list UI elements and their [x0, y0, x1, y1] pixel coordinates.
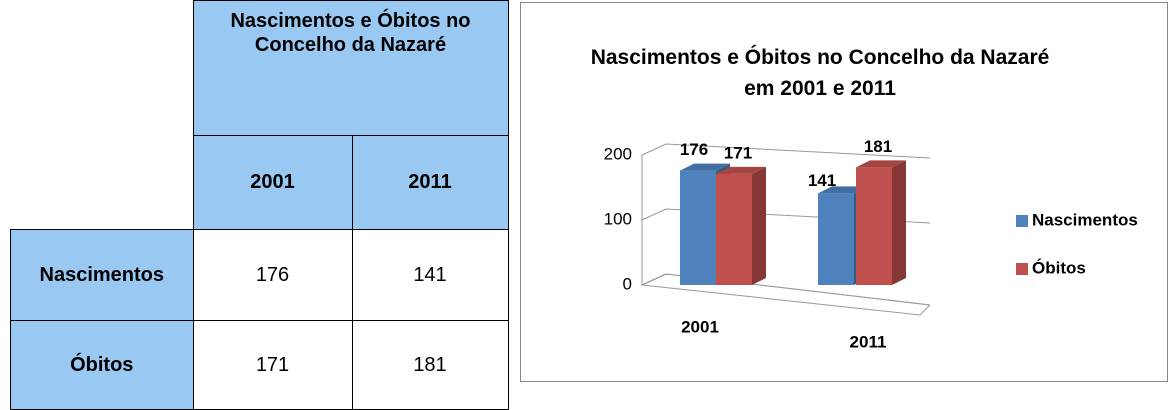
chart: 0 100 200 176 171 2001 141 181 2011 Nascimentos Ób… — [520, 2, 1168, 382]
data-label: 141 — [808, 171, 836, 190]
bar — [856, 167, 892, 285]
table-title: Nascimentos e Óbitos no Concelho da Naza… — [192, 0, 509, 136]
chart-title: Nascimentos e Óbitos no Concelho da Naza… — [590, 46, 1050, 100]
legend-label: Óbitos — [1032, 258, 1086, 277]
data-label: 171 — [724, 143, 752, 162]
data-label: 176 — [680, 140, 708, 159]
row-header: Óbitos — [10, 320, 194, 410]
cell: 176 — [192, 229, 353, 321]
bar — [680, 170, 716, 285]
bar-top — [716, 166, 766, 174]
grid-line — [641, 143, 931, 159]
column-header: 2001 — [192, 135, 353, 230]
column-header: 2011 — [351, 135, 509, 230]
legend-label: Nascimentos — [1032, 210, 1138, 229]
bar-top — [680, 163, 730, 171]
x-tick-label: 2011 — [850, 332, 887, 351]
data-label: 181 — [864, 137, 892, 156]
y-tick-label: 100 — [604, 209, 632, 228]
row-header: Nascimentos — [10, 229, 194, 321]
bar-top — [856, 160, 906, 168]
y-tick-label: 200 — [604, 144, 632, 163]
data-table: Nascimentos e Óbitos no Concelho da Naza… — [10, 0, 509, 410]
bar-side — [752, 166, 766, 285]
cell: 181 — [351, 320, 509, 410]
bar — [716, 173, 752, 285]
cell: 141 — [351, 229, 509, 321]
bar-side — [892, 160, 906, 285]
y-tick-label: 0 — [623, 274, 632, 293]
legend-swatch — [1016, 263, 1028, 275]
grid-line — [641, 273, 931, 306]
x-tick-label: 2001 — [681, 317, 719, 336]
cell: 171 — [192, 320, 353, 410]
empty-cell — [10, 0, 194, 230]
bar-top — [818, 186, 868, 194]
legend-swatch — [1016, 215, 1028, 227]
bar — [818, 193, 854, 285]
